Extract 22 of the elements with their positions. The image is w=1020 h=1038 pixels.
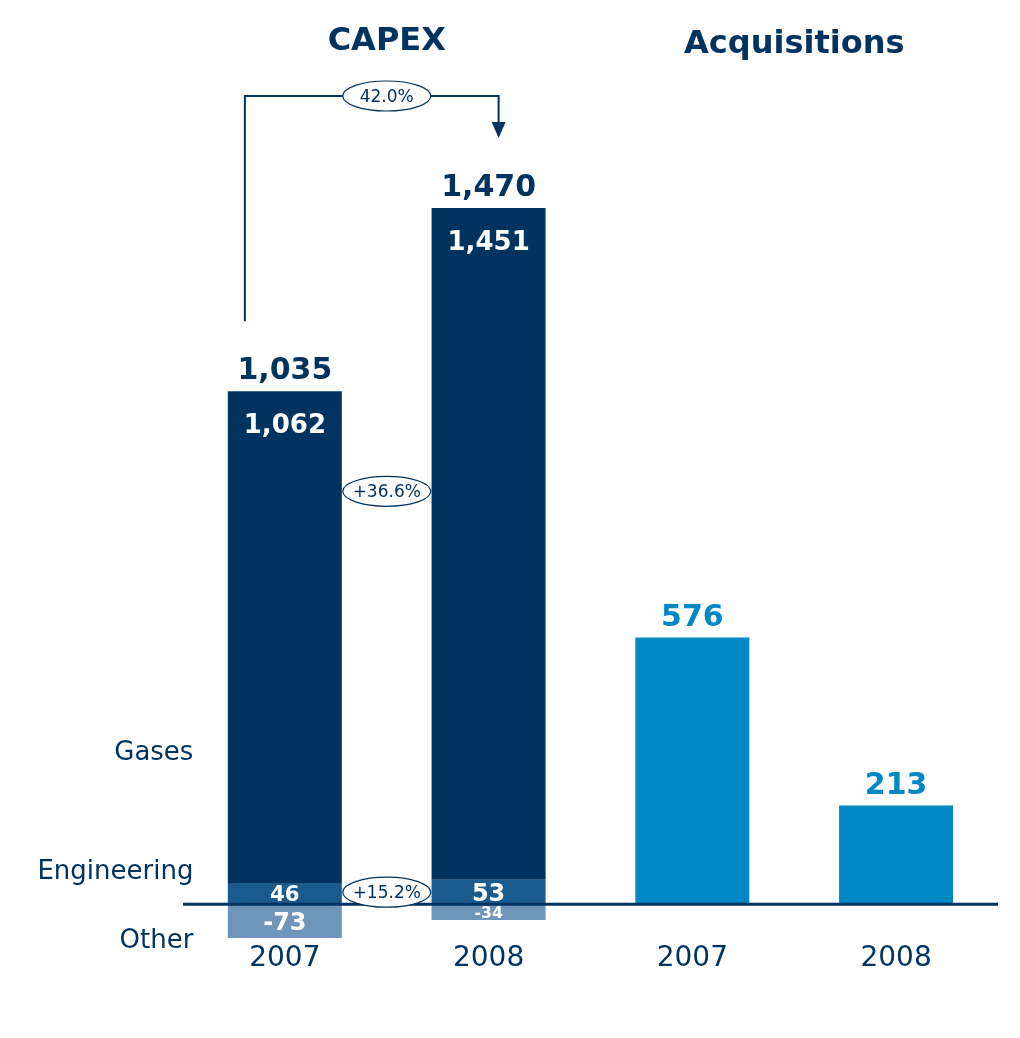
bar [839, 805, 954, 905]
text: CAPEX [327, 20, 447, 58]
bar [635, 637, 750, 905]
total-label: 1,470 [441, 168, 537, 203]
data-label: 213 [864, 765, 928, 801]
series-label: Other [119, 924, 194, 954]
annotation: +36.6% [352, 481, 421, 502]
data-label: 46 [270, 881, 300, 907]
total-label: 1,035 [237, 351, 333, 387]
x-tick-label: 2007 [656, 939, 729, 973]
x-tick-label: 2008 [860, 939, 932, 973]
series-label: Gases [114, 736, 194, 767]
series-label: Engineering [37, 854, 194, 885]
data-label: 1,451 [447, 226, 530, 256]
data-label: 576 [661, 597, 724, 633]
data-label: 1,062 [243, 409, 326, 440]
text: Acquisitions [684, 23, 905, 61]
annotation: +15.2% [352, 882, 421, 903]
text: 42.0% [359, 86, 414, 106]
x-tick-label: 2008 [452, 939, 525, 973]
x-tick-label: 2007 [249, 939, 321, 973]
data-label: -73 [263, 907, 307, 936]
